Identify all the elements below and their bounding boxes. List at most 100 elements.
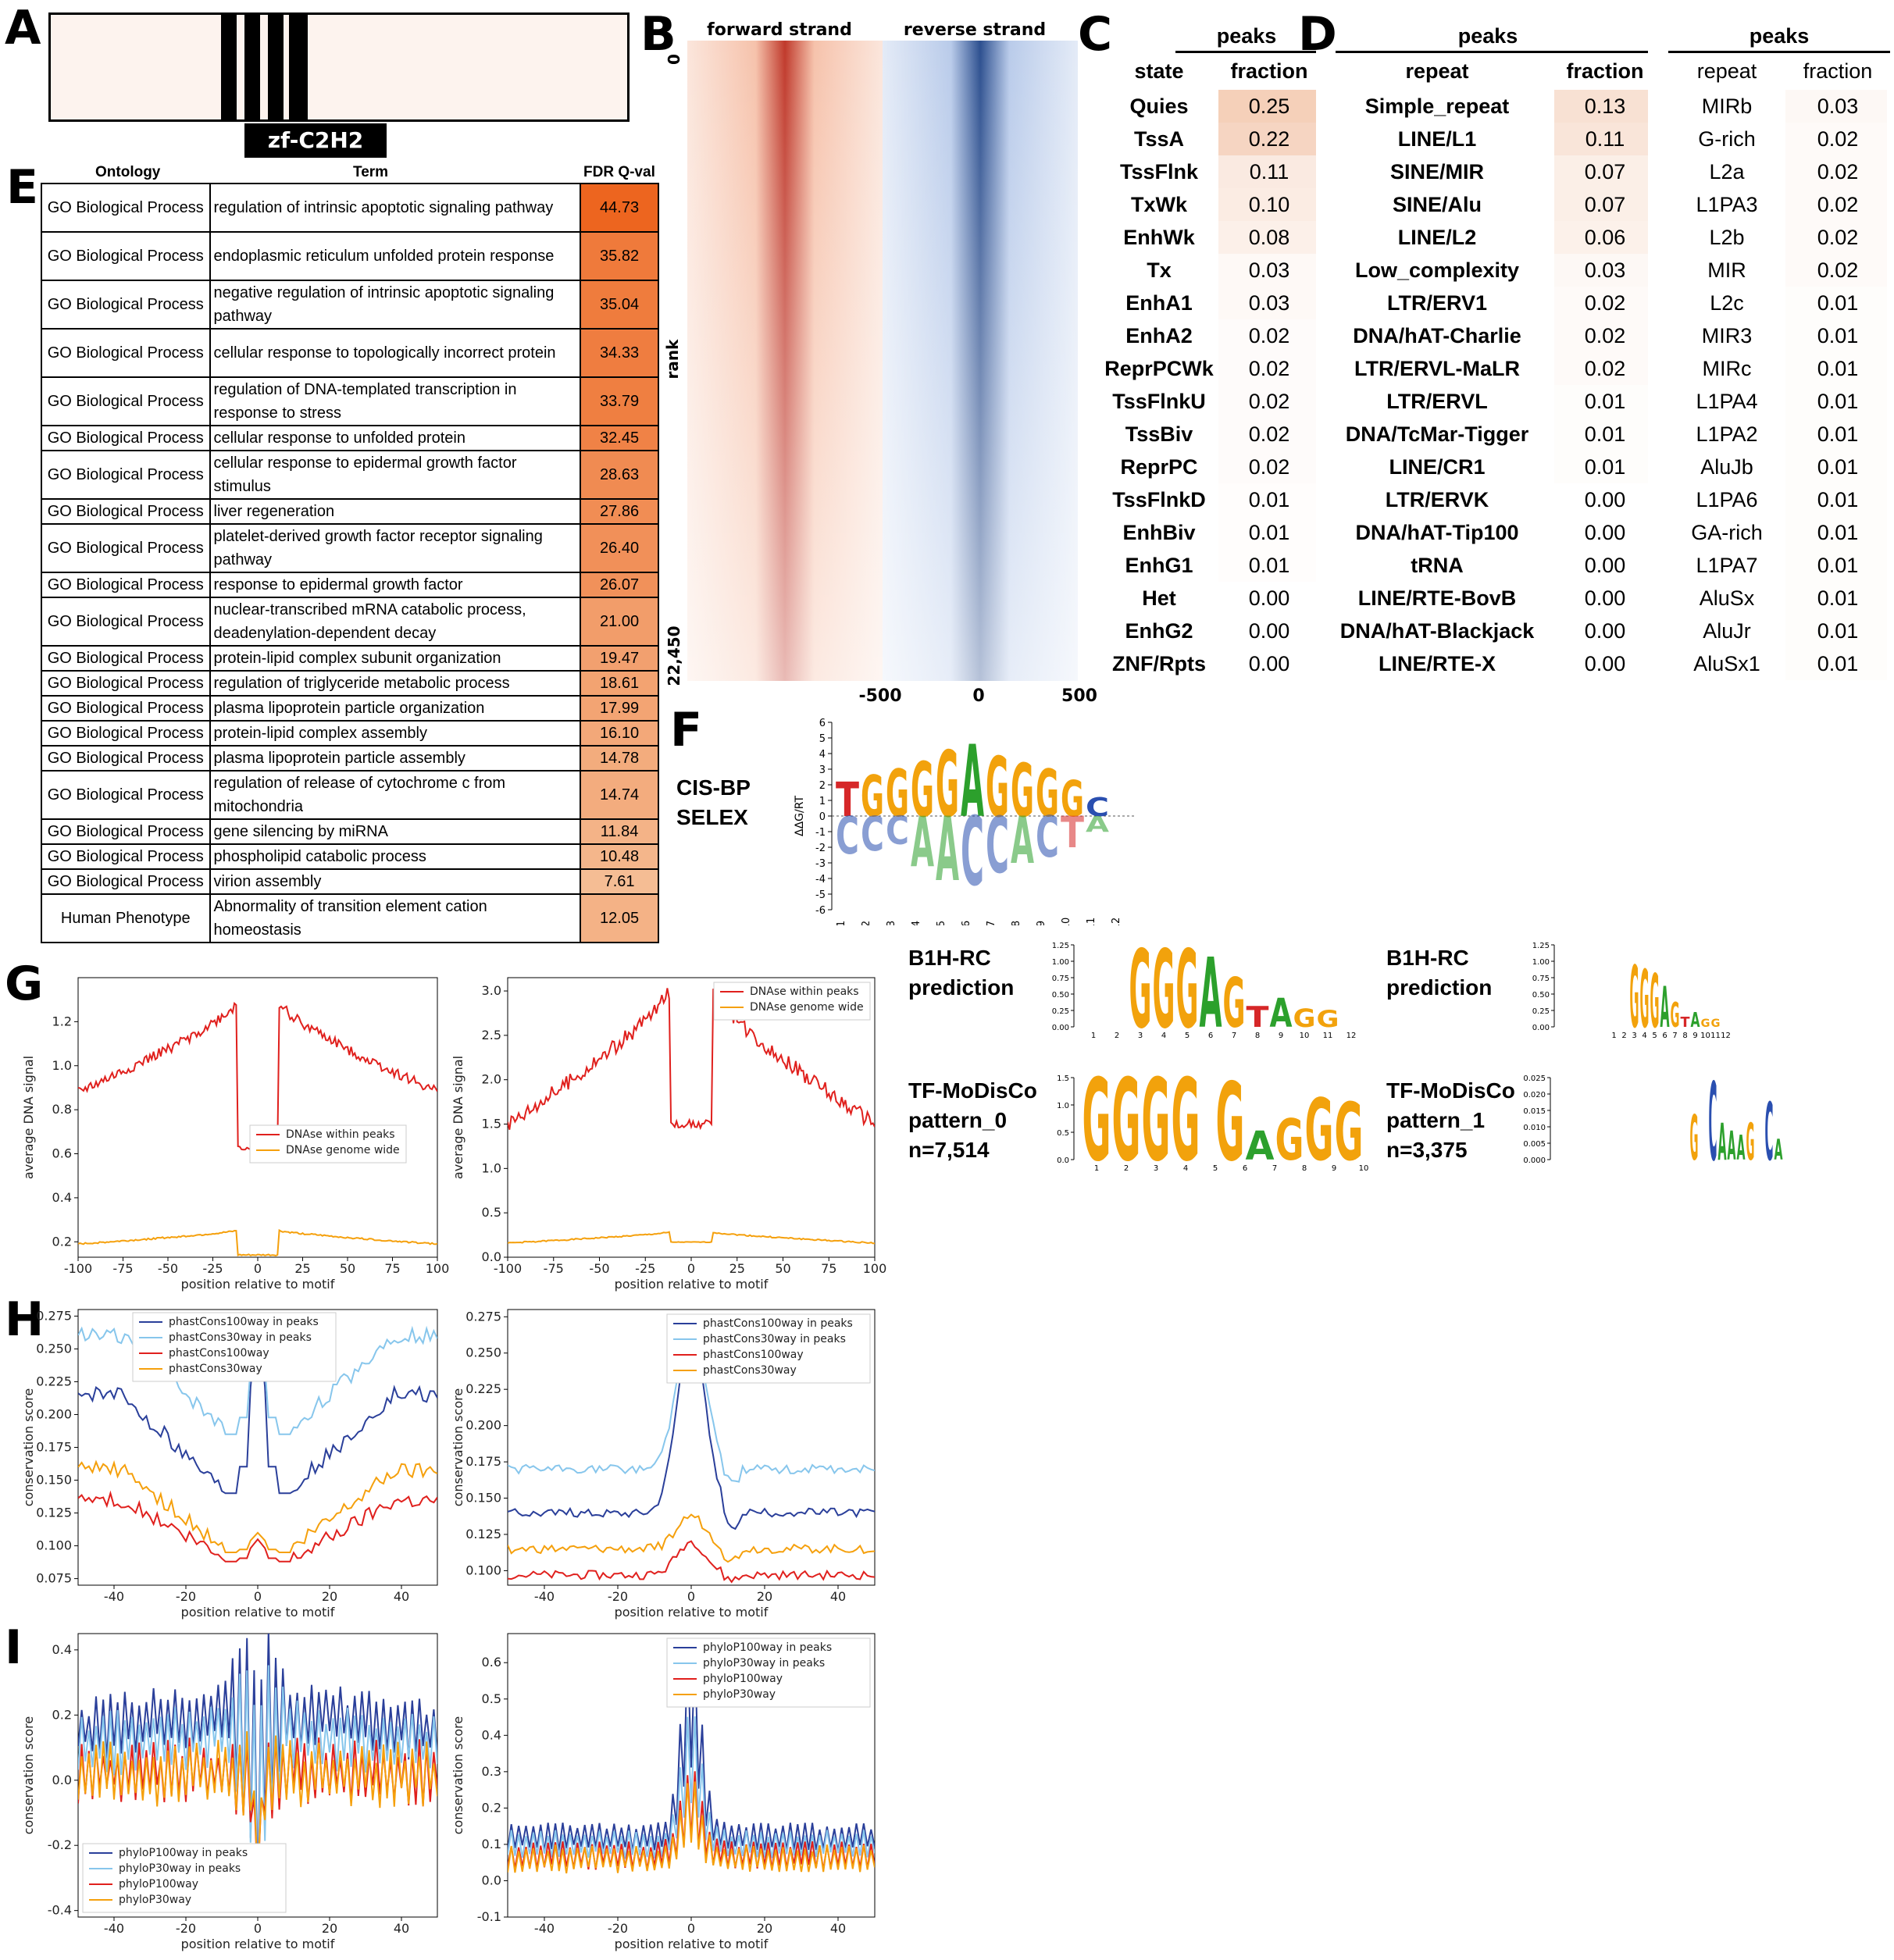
logo-letter: T: [1247, 1000, 1269, 1034]
term-cell: cellular response to topologically incor…: [209, 328, 582, 378]
go-row: Human Phenotype Abnormality of transition…: [41, 893, 659, 943]
fdr-cell: 10.48: [580, 843, 659, 870]
logo-letter: A: [1737, 1129, 1746, 1168]
x-axis-label: position relative to motif: [181, 1277, 335, 1292]
fraction-cell: 0.01: [1584, 455, 1626, 479]
y-tick: 0.2: [482, 1800, 501, 1815]
series-line: [78, 1228, 437, 1257]
y-tick: 4: [819, 749, 826, 761]
logo-letter: A: [1728, 1123, 1736, 1169]
fdr-cell: 33.79: [580, 376, 659, 426]
panel-label-g: G: [5, 957, 44, 1011]
fraction-cell: 0.01: [1248, 554, 1290, 577]
y-tick: 0.00: [1052, 1024, 1069, 1032]
repeat-cell: DNA/hAT-Blackjack: [1339, 619, 1535, 643]
ontology-cell: GO Biological Process: [41, 645, 211, 672]
fraction-cell: 0.10: [1248, 193, 1290, 216]
logo-letter: G: [1112, 1070, 1141, 1183]
y-tick: 0.4: [52, 1190, 72, 1205]
repeat-cell: LINE/RTE-BovB: [1357, 586, 1517, 610]
go-row: GO Biological Process response to epiderm…: [41, 572, 659, 598]
state-cell: TssFlnkD: [1112, 488, 1206, 511]
term-cell: regulation of triglyceride metabolic pro…: [209, 670, 582, 697]
logo-letter: G: [1011, 749, 1034, 834]
fdr-cell: 26.07: [580, 572, 659, 598]
go-row: GO Biological Process cellular response t…: [41, 425, 659, 451]
ontology-cell: GO Biological Process: [41, 720, 211, 747]
y-axis-label: conservation score: [21, 1388, 36, 1506]
fraction-cell: 0.01: [1817, 554, 1859, 577]
fraction-cell: 0.01: [1817, 291, 1859, 315]
x-tick: 0: [254, 1261, 262, 1276]
y-tick: 0.150: [36, 1473, 72, 1488]
y-tick: 6: [819, 718, 826, 729]
x-tick: 9: [1279, 1032, 1283, 1040]
go-row: GO Biological Process cellular response t…: [41, 450, 659, 500]
y-tick: -5: [815, 889, 826, 901]
y-tick: 0.125: [465, 1527, 501, 1541]
y-tick: 1.25: [1532, 942, 1550, 950]
fraction-shade: [1554, 155, 1648, 188]
term-cell: cellular response to unfolded protein: [209, 425, 582, 451]
logo-letter: C: [836, 806, 859, 866]
x-tick: 4: [1183, 1164, 1188, 1173]
legend-label: phyloP30way: [703, 1688, 776, 1701]
logo-letter: G: [1671, 996, 1680, 1035]
legend-label: phastCons100way in peaks: [703, 1317, 853, 1330]
x-tick: 500: [1061, 686, 1097, 706]
fraction-shade: [1554, 221, 1648, 254]
logo-letter: G: [1690, 1102, 1699, 1174]
modisco-label-line1: TF-MoDisCo: [1386, 1078, 1515, 1103]
chromatin-state-table: peaks state fraction Quies 0.25 TssA 0.22 Ts…: [1101, 20, 1320, 683]
y-tick: -0.4: [48, 1903, 72, 1918]
fdr-cell: 7.61: [580, 868, 659, 895]
fdr-cell: 17.99: [580, 695, 659, 722]
domain-label: zf-C2H2: [244, 123, 387, 158]
y-tick: 1.0: [52, 1058, 72, 1073]
repeat-cell: DNA/TcMar-Tigger: [1345, 422, 1529, 446]
legend-label: DNAse genome wide: [286, 1144, 400, 1156]
term-cell: plasma lipoprotein particle assembly: [209, 745, 582, 772]
x-tick: 3: [1138, 1032, 1143, 1040]
x-tick: 100: [426, 1261, 450, 1276]
fraction-cell: 0.02: [1248, 390, 1290, 413]
x-tick: -50: [158, 1261, 178, 1276]
fraction-cell: 0.25: [1248, 94, 1290, 118]
b1h-logo-right: 1.251.000.750.500.250.00 G G G A G T A G G1 2 3 4 5 6 7…: [1532, 942, 1731, 1047]
x-tick: 11: [1710, 1032, 1721, 1040]
y-tick: 0.175: [36, 1440, 72, 1455]
logo-letter: G: [886, 756, 909, 832]
fraction-cell: 0.01: [1584, 422, 1626, 446]
repeat-cell: AluJb: [1700, 455, 1753, 479]
fdr-cell: 21.00: [580, 597, 659, 647]
fraction-cell: 0.01: [1817, 586, 1859, 610]
fraction-cell: 0.11: [1585, 127, 1625, 151]
logo-letter: G: [1293, 1003, 1316, 1033]
panel-label-c: C: [1078, 7, 1113, 62]
x-tick: 2: [1115, 1032, 1119, 1040]
term-cell: virion assembly: [209, 868, 582, 895]
repeat-cell: L1PA3: [1696, 193, 1758, 216]
y-tick: 1.5: [1057, 1074, 1069, 1083]
x-tick: 100: [863, 1261, 887, 1276]
ontology-cell: GO Biological Process: [41, 498, 211, 525]
x-tick: -75: [544, 1261, 564, 1276]
series-line: [78, 1490, 437, 1563]
table-title: peaks: [1749, 24, 1810, 48]
term-cell: plasma lipoprotein particle organization: [209, 695, 582, 722]
x-tick: 5: [1185, 1032, 1190, 1040]
logo-letter: C: [1036, 804, 1059, 870]
y-tick: 0.5: [1057, 1129, 1069, 1138]
go-row: GO Biological Process regulation of intri…: [41, 183, 659, 233]
state-cell: EnhG1: [1125, 554, 1193, 577]
fraction-cell: 0.00: [1248, 652, 1290, 675]
y-tick: 0.020: [1523, 1091, 1546, 1099]
x-tick: 1: [1611, 1032, 1616, 1040]
fraction-shade: [1785, 155, 1887, 188]
panel-label-i: I: [5, 1620, 23, 1675]
legend-box: [82, 1843, 287, 1913]
y-axis-label: conservation score: [451, 1716, 465, 1834]
logo-letter: A: [911, 802, 934, 882]
repeat-cell: L1PA2: [1696, 422, 1758, 446]
zinc-finger-bar: [268, 15, 284, 119]
